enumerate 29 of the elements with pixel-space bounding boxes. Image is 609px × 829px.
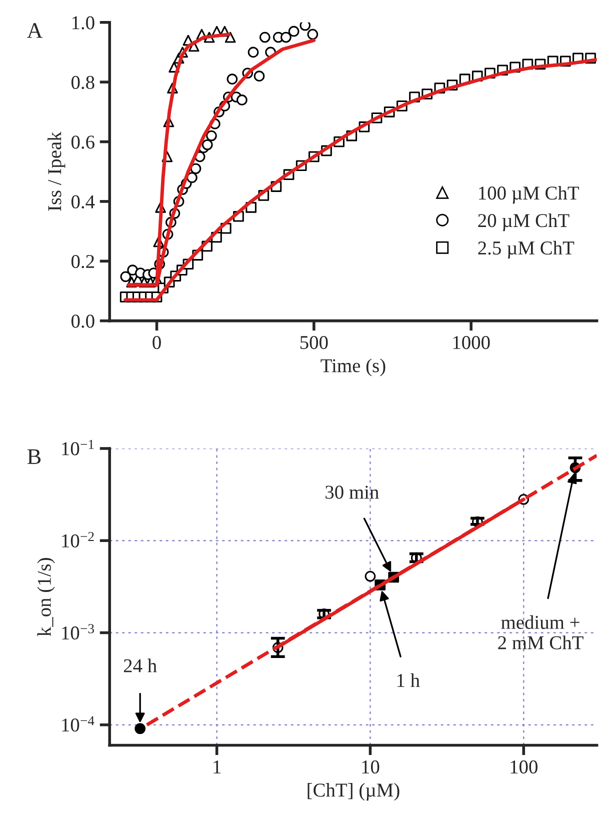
annotation: 1 h: [397, 673, 420, 687]
y-axis-title: k_on (1/s): [37, 558, 55, 636]
y-tick-label: 10$^{−1}$: [62, 440, 94, 456]
x-tick-label: 500: [300, 336, 328, 350]
annotation: 24 h: [124, 658, 157, 672]
y-tick-label: 1.0: [72, 16, 94, 30]
y-tick-label: 10$^{−3}$: [62, 624, 94, 640]
y-axis-title: Iss / Ipeak: [48, 132, 66, 211]
x-tick-label: 10: [362, 760, 380, 774]
x-tick-label: 1: [214, 760, 221, 774]
annotation: 30 min: [326, 486, 379, 499]
y-tick-label: 0.4: [71, 195, 95, 208]
y-tick-label: 0.2: [71, 254, 94, 268]
x-axis-title: Time (s): [320, 358, 386, 376]
text: B: [27, 449, 41, 464]
y-tick-label: 10$^{−2}$: [62, 532, 94, 548]
y-tick-label: 10$^{−4}$: [62, 716, 94, 732]
y-tick-label: 0.6: [71, 136, 94, 149]
x-tick-label: 0: [152, 336, 161, 350]
text: A: [27, 23, 43, 38]
x-axis-title: [ChT] (µM): [308, 783, 400, 801]
legend-label: 20 µM ChT: [478, 213, 570, 232]
annotation: medium + 2 mM ChT: [498, 615, 584, 650]
x-tick-label: 100: [510, 760, 538, 774]
y-tick-label: 0.0: [71, 314, 94, 328]
y-tick-label: 0.8: [71, 76, 94, 90]
x-tick-label: 1000: [453, 336, 490, 350]
legend-label: 2.5 µM ChT: [478, 240, 574, 259]
legend-label: 100 µM ChT: [479, 186, 579, 204]
